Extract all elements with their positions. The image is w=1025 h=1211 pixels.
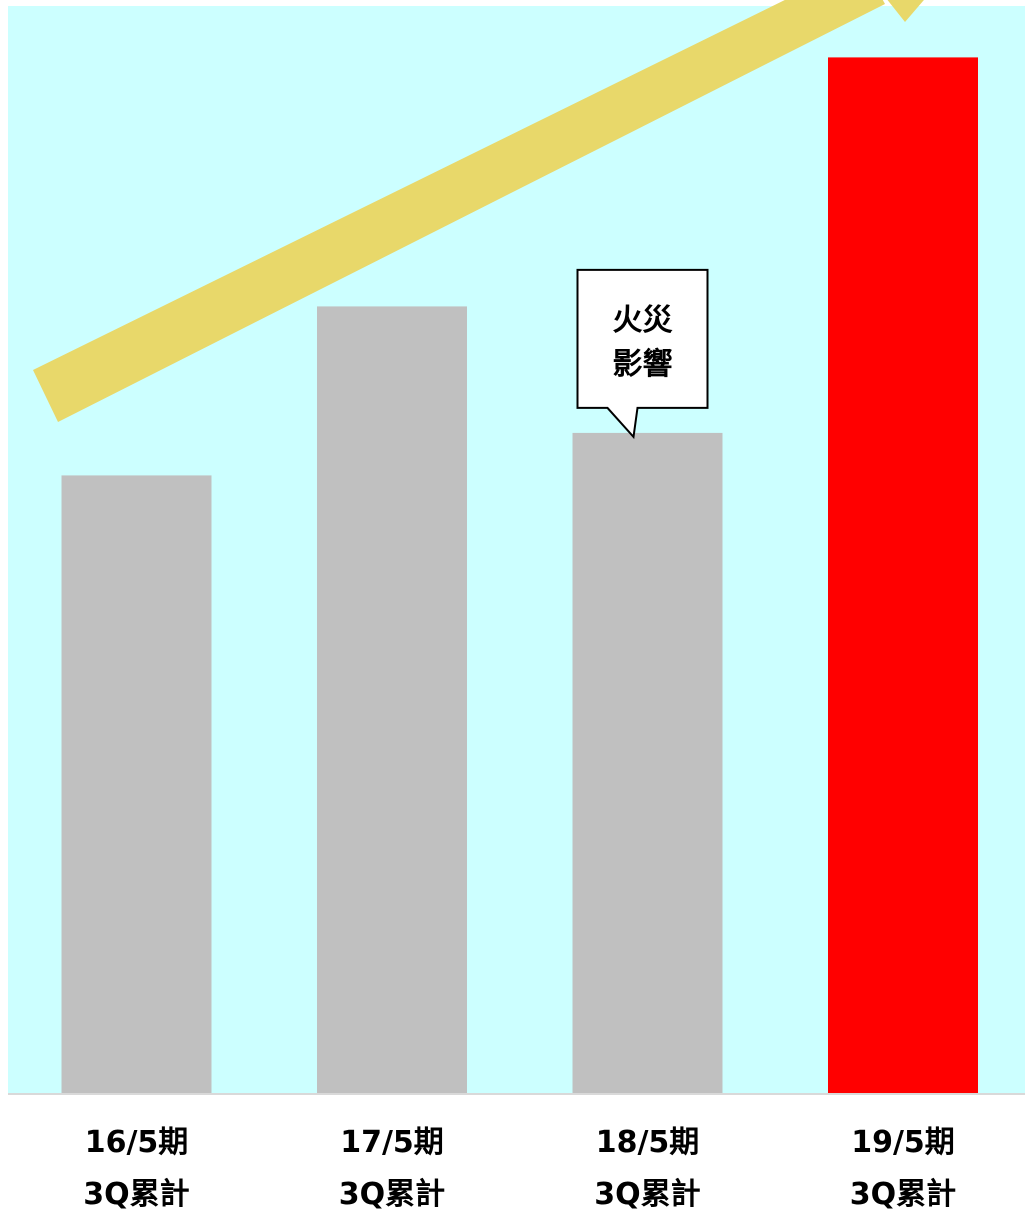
- callout-text: 火災: [613, 303, 674, 338]
- trend-arrow-shaft: [33, 0, 885, 422]
- x-tick-labels: 16/5期 3Q累計 17/5期 3Q累計 18/5期 3Q累計 19/5期 3Q累計: [83, 1125, 956, 1211]
- x-tick-label: 17/5期: [340, 1125, 444, 1160]
- trend-arrow: [33, 0, 924, 422]
- bar-2: [317, 306, 467, 1093]
- x-tick-label: 3Q累計: [83, 1177, 189, 1211]
- x-tick-label: 3Q累計: [850, 1177, 956, 1211]
- trend-arrow-head: [887, 0, 924, 22]
- bar-4: [828, 57, 978, 1093]
- x-tick-label: 18/5期: [596, 1125, 700, 1160]
- bars-layer: [61, 57, 978, 1093]
- x-tick-label: 19/5期: [851, 1125, 955, 1160]
- callout-box: [576, 268, 709, 440]
- bar-3: [572, 432, 723, 1093]
- x-tick-label: 3Q累計: [594, 1177, 700, 1211]
- x-tick-label: 3Q累計: [339, 1177, 445, 1211]
- x-tick-label: 16/5期: [85, 1125, 189, 1160]
- callout-text: 影響: [613, 347, 673, 382]
- bar-1: [61, 475, 212, 1093]
